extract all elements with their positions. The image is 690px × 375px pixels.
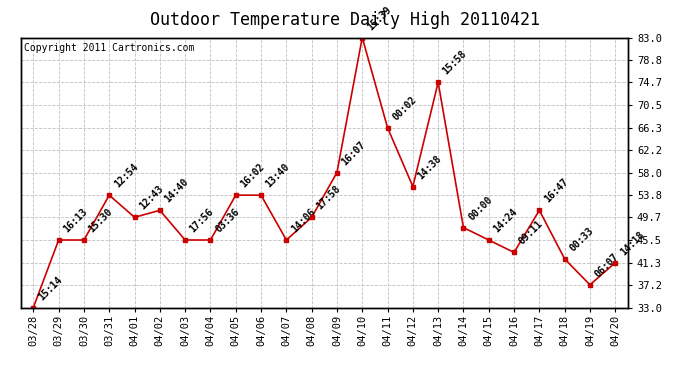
Text: 17:58: 17:58 (315, 184, 342, 212)
Text: 14:06: 14:06 (289, 207, 317, 234)
Text: Outdoor Temperature Daily High 20110421: Outdoor Temperature Daily High 20110421 (150, 11, 540, 29)
Text: 13:40: 13:40 (264, 162, 292, 190)
Text: 14:24: 14:24 (491, 207, 520, 234)
Text: Copyright 2011 Cartronics.com: Copyright 2011 Cartronics.com (23, 43, 194, 53)
Text: 03:36: 03:36 (213, 207, 241, 234)
Text: 17:56: 17:56 (188, 207, 216, 234)
Text: 00:00: 00:00 (466, 194, 494, 222)
Text: 00:02: 00:02 (391, 94, 418, 122)
Text: 00:33: 00:33 (567, 225, 595, 254)
Text: 12:54: 12:54 (112, 162, 140, 190)
Text: 06:07: 06:07 (593, 251, 620, 279)
Text: 14:40: 14:40 (163, 177, 190, 205)
Text: 14:38: 14:38 (415, 153, 444, 181)
Text: 16:07: 16:07 (339, 139, 368, 167)
Text: 12:43: 12:43 (137, 184, 165, 212)
Text: 16:47: 16:47 (542, 177, 570, 205)
Text: 15:30: 15:30 (87, 207, 115, 234)
Text: 09:11: 09:11 (517, 219, 544, 247)
Text: 15:58: 15:58 (441, 49, 469, 77)
Text: 16:02: 16:02 (239, 162, 266, 190)
Text: 14:18: 14:18 (618, 229, 646, 257)
Text: 15:39: 15:39 (365, 4, 393, 32)
Text: 16:13: 16:13 (61, 207, 89, 234)
Text: 15:14: 15:14 (36, 274, 64, 302)
